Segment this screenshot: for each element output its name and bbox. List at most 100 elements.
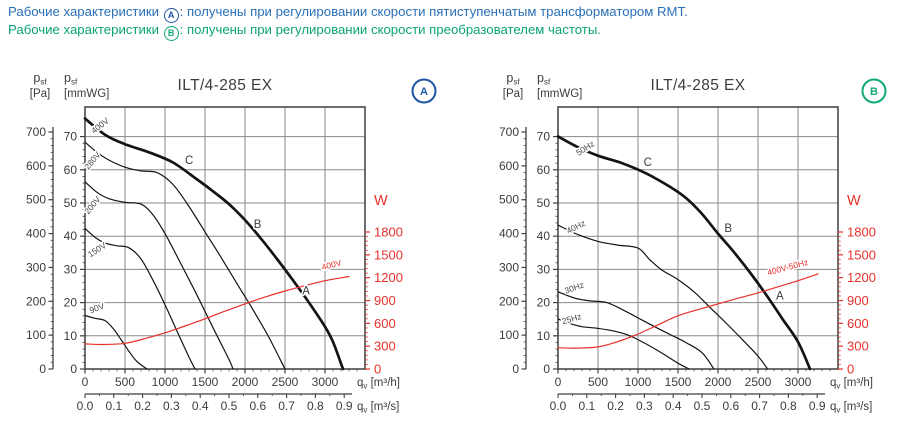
svg-text:1800: 1800	[847, 225, 876, 240]
chart-title: ILT/4-285 EX	[651, 77, 746, 94]
svg-text:[Pa]: [Pa]	[503, 88, 523, 100]
power-axis: 0 300 600 900 1200 1500 1800 W	[838, 193, 876, 377]
note-regulation-transformer: Рабочие характеристики A: получены при р…	[8, 4, 688, 23]
svg-text:0.9: 0.9	[809, 399, 826, 413]
svg-text:1500: 1500	[374, 247, 403, 262]
svg-text:2500: 2500	[272, 375, 299, 389]
svg-text:psf: psf	[506, 71, 520, 87]
svg-text:30: 30	[64, 262, 78, 276]
svg-text:70: 70	[537, 130, 551, 144]
svg-text:qv [m³/h]: qv [m³/h]	[357, 377, 400, 391]
svg-text:600: 600	[499, 159, 519, 173]
svg-text:100: 100	[26, 328, 46, 342]
svg-text:20: 20	[64, 296, 78, 310]
svg-text:0.1: 0.1	[105, 399, 122, 413]
svg-text:1000: 1000	[152, 375, 179, 389]
curve-set-badge-B: B	[861, 78, 887, 104]
series-label-power-400V-50Hz: 400V-50Hz	[766, 257, 809, 278]
svg-text:30: 30	[537, 262, 551, 276]
svg-text:600: 600	[374, 316, 396, 331]
svg-text:1800: 1800	[374, 225, 403, 240]
svg-text:200: 200	[499, 294, 519, 308]
svg-text:qv [m³/s]: qv [m³/s]	[830, 401, 872, 415]
point-label-C: C	[185, 155, 193, 167]
plot-border	[557, 106, 839, 370]
svg-text:500: 500	[499, 193, 519, 207]
note1-prefix: Рабочие характеристики	[8, 4, 159, 19]
svg-text:700: 700	[26, 125, 46, 139]
svg-text:700: 700	[499, 125, 519, 139]
svg-text:0.4: 0.4	[665, 399, 682, 413]
svg-text:40: 40	[64, 229, 78, 243]
operating-point-labels: C B A	[642, 155, 785, 304]
curve-set-a-badge-inline: A	[163, 7, 179, 23]
svg-text:500: 500	[588, 375, 608, 389]
svg-text:0: 0	[82, 375, 89, 389]
svg-text:1500: 1500	[665, 375, 692, 389]
svg-text:0.2: 0.2	[607, 399, 624, 413]
svg-text:1500: 1500	[847, 247, 876, 262]
series-curve-40Hz: 40Hz	[557, 216, 769, 370]
note2-suffix: : получены при регулировании скорости пр…	[179, 22, 601, 37]
series-label-curve-30Hz: 30Hz	[563, 280, 585, 296]
note2-prefix: Рабочие характеристики	[8, 22, 159, 37]
series-curve-50Hz: 50Hz	[556, 135, 812, 371]
note-regulation-frequency: Рабочие характеристики B : получены при р…	[8, 22, 601, 41]
svg-text:0: 0	[847, 362, 854, 377]
svg-text:qv [m³/s]: qv [m³/s]	[357, 401, 399, 415]
svg-text:50: 50	[537, 196, 551, 210]
pa-axis: 0 100 200 300 400 500 600 700 psf[Pa]	[26, 71, 54, 376]
curve-set-b-badge-inline: B	[163, 25, 179, 41]
svg-text:300: 300	[26, 260, 46, 274]
svg-text:3000: 3000	[785, 375, 812, 389]
plot-border	[84, 106, 366, 370]
performance-chart-voltage-regulation: 0 100 200 300 400 500 600 700 psf [Pa] 0 10 20 30 40 50…	[0, 70, 450, 424]
svg-text:0: 0	[374, 362, 381, 377]
svg-text:0.7: 0.7	[278, 399, 295, 413]
svg-text:[Pa]: [Pa]	[30, 88, 50, 100]
chart-canvas: 0100200300400500600700psf[Pa]01020304050…	[26, 71, 437, 415]
svg-text:0.9: 0.9	[336, 399, 353, 413]
svg-text:50: 50	[64, 196, 78, 210]
svg-text:0: 0	[543, 362, 550, 376]
svg-text:0.3: 0.3	[636, 399, 653, 413]
svg-text:300: 300	[374, 339, 396, 354]
svg-text:0.0: 0.0	[550, 399, 567, 413]
svg-text:0: 0	[555, 375, 562, 389]
point-label-B: B	[724, 223, 732, 235]
svg-text:0.0: 0.0	[77, 399, 94, 413]
mmwg-axis: 0 10 20 30 40 50 60 70 psf[mmWG]	[537, 71, 583, 376]
svg-text:0.3: 0.3	[163, 399, 180, 413]
chart-canvas: 0100200300400500600700psf[Pa]01020304050…	[499, 71, 887, 415]
svg-text:[mmWG]: [mmWG]	[537, 88, 582, 100]
series-curve-90V: 90V	[84, 299, 148, 370]
series-curve-150V: 150V	[84, 227, 196, 370]
point-label-C: C	[644, 157, 652, 169]
svg-text:0.4: 0.4	[192, 399, 209, 413]
pa-axis: 0 100 200 300 400 500 600 700 psf[Pa]	[499, 71, 527, 376]
svg-text:0.5: 0.5	[694, 399, 711, 413]
svg-text:100: 100	[499, 328, 519, 342]
badge-a-letter: A	[167, 10, 175, 20]
point-label-A: A	[776, 291, 784, 303]
svg-text:60: 60	[64, 163, 78, 177]
point-label-B: B	[254, 219, 262, 231]
series-curve-200V: 200V	[81, 181, 234, 370]
gridlines	[558, 107, 838, 369]
svg-text:1500: 1500	[192, 375, 219, 389]
svg-text:psf: psf	[537, 71, 551, 87]
svg-text:0.7: 0.7	[751, 399, 768, 413]
svg-text:70: 70	[64, 130, 78, 144]
badge-b-letter: B	[167, 28, 175, 38]
svg-text:0: 0	[70, 362, 77, 376]
svg-text:0.8: 0.8	[780, 399, 797, 413]
mmwg-axis: 0 10 20 30 40 50 60 70 psf[mmWG]	[64, 71, 110, 376]
operating-point-labels: C B A	[184, 154, 312, 299]
svg-text:10: 10	[537, 329, 551, 343]
flow-axis-m3s: 0.0 0.1 0.2 0.3 0.4 0.5 0.6 0.7 0.8 0.9 qv [m³/s]	[550, 393, 872, 415]
power-axis-label: W	[374, 193, 388, 209]
svg-text:0: 0	[39, 362, 46, 376]
svg-text:psf: psf	[64, 71, 78, 87]
svg-text:qv [m³/h]: qv [m³/h]	[830, 377, 873, 391]
